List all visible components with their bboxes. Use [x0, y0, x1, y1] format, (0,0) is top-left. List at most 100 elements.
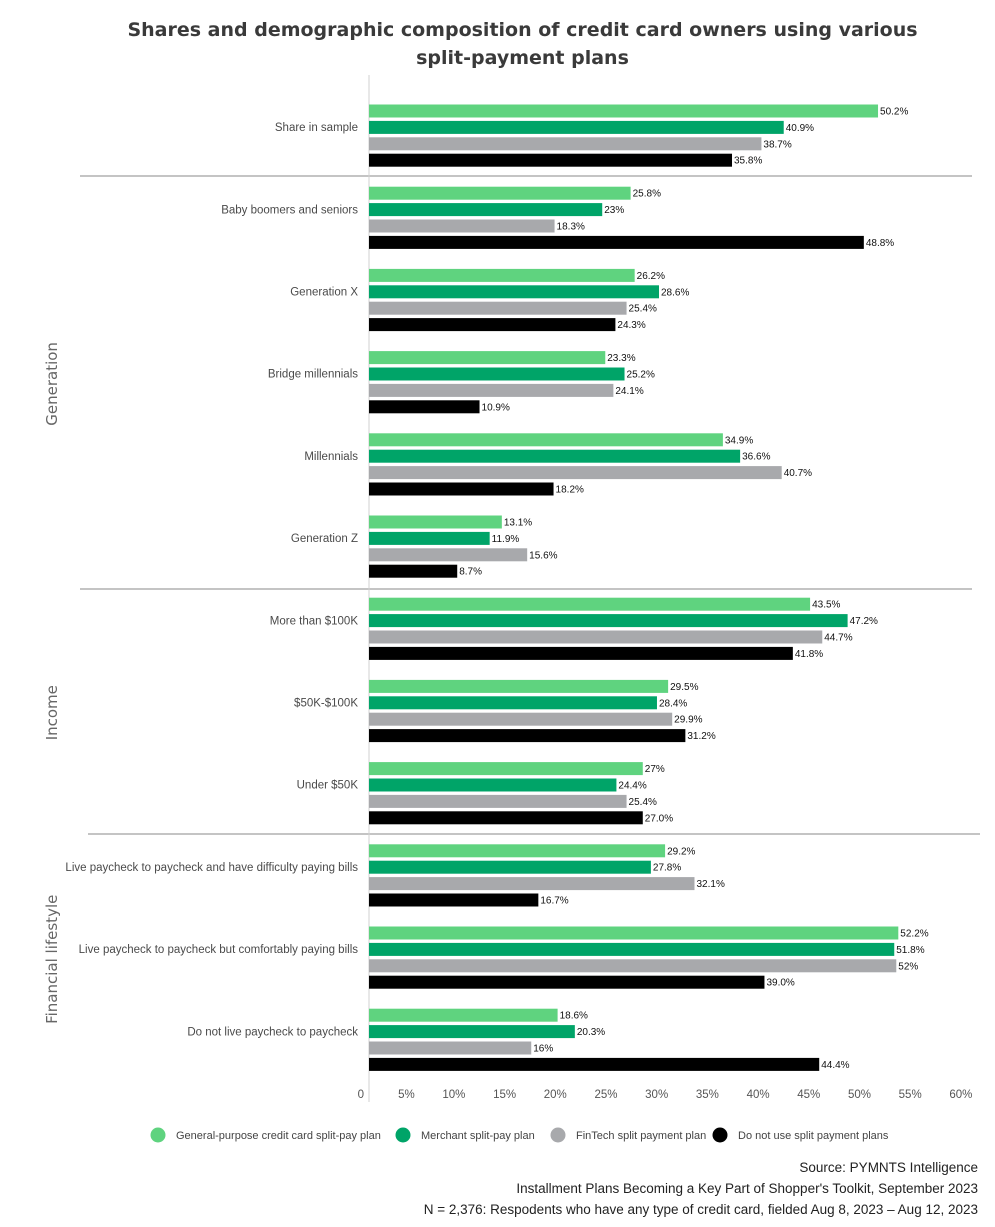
bar: [369, 219, 555, 233]
category-label: Bridge millennials: [268, 369, 358, 381]
data-label: 18.2%: [556, 485, 584, 496]
bar: [369, 877, 695, 891]
category-label: $50K-$100K: [294, 698, 358, 710]
data-label: 48.8%: [866, 238, 894, 249]
bar: [369, 926, 899, 940]
category-labels: Share in sample Baby boomers and seniors G…: [65, 122, 358, 1038]
data-label: 25.4%: [629, 797, 657, 808]
data-label: 29.9%: [674, 715, 702, 726]
chart-title: Shares and demographic composition of cr…: [0, 16, 995, 72]
x-tick-label: 0: [358, 1089, 364, 1101]
data-label: 25.2%: [627, 370, 655, 381]
legend-marker: [712, 1127, 728, 1143]
data-label: 38.7%: [763, 139, 791, 150]
category-label: More than $100K: [270, 615, 359, 627]
bar: [369, 137, 762, 151]
x-tick-label: 30%: [645, 1089, 668, 1101]
bar: [369, 1057, 820, 1071]
bar: [369, 548, 528, 562]
group-labels: Generation Income Financial lifestyle: [43, 342, 61, 1024]
data-label: 39.0%: [766, 978, 794, 989]
bar: [369, 301, 627, 315]
data-label: 31.2%: [687, 731, 715, 742]
bar: [369, 712, 673, 726]
bar: [369, 893, 539, 907]
bar: [369, 153, 733, 167]
bar: [369, 285, 660, 299]
data-label: 18.6%: [560, 1011, 588, 1022]
bar: [369, 811, 643, 825]
x-tick-label: 50%: [848, 1089, 871, 1101]
data-label: 52%: [898, 961, 918, 972]
x-axis-ticks: 0 5% 10% 15% 20% 25% 30% 35% 40% 45% 50% 55% 60%: [358, 1089, 973, 1101]
bar: [369, 120, 784, 134]
data-label: 52.2%: [900, 929, 928, 940]
data-label: 47.2%: [850, 616, 878, 627]
bar: [369, 268, 635, 282]
category-label: Do not live paycheck to paycheck: [187, 1026, 358, 1038]
category-label: Share in sample: [275, 122, 358, 134]
bar: [369, 104, 879, 118]
data-label: 25.4%: [629, 304, 657, 315]
bar: [369, 449, 741, 463]
data-label: 36.6%: [742, 452, 770, 463]
legend-marker: [550, 1127, 566, 1143]
bar: [369, 433, 723, 447]
data-label: 15.6%: [529, 550, 557, 561]
data-label: 28.6%: [661, 287, 689, 298]
bar: [369, 367, 625, 381]
x-tick-label: 10%: [442, 1089, 465, 1101]
bar: [369, 400, 480, 414]
data-label: 32.1%: [696, 879, 724, 890]
bar: [369, 1041, 532, 1055]
x-tick-label: 60%: [949, 1089, 972, 1101]
bar: [369, 630, 823, 644]
data-label: 29.2%: [667, 846, 695, 857]
data-label: 27.0%: [645, 813, 673, 824]
data-label: 43.5%: [812, 600, 840, 611]
x-tick-label: 45%: [797, 1089, 820, 1101]
data-label: 40.7%: [784, 468, 812, 479]
bar: [369, 597, 811, 611]
group-label: Income: [43, 685, 61, 740]
data-label: 27%: [645, 764, 665, 775]
x-tick-label: 35%: [696, 1089, 719, 1101]
x-tick-label: 55%: [899, 1089, 922, 1101]
legend-marker: [395, 1127, 411, 1143]
data-label: 16.7%: [540, 896, 568, 907]
data-label: 24.3%: [617, 320, 645, 331]
sample-note: N = 2,376: Respodents who have any type …: [423, 1202, 978, 1217]
bar: [369, 235, 864, 249]
data-label: 25.8%: [633, 189, 661, 200]
bar: [369, 186, 631, 200]
bar: [369, 614, 848, 628]
data-label: 20.3%: [577, 1027, 605, 1038]
category-label: Live paycheck to paycheck but comfortabl…: [79, 944, 359, 956]
bar: [369, 860, 651, 874]
bar: [369, 515, 502, 529]
category-label: Generation Z: [291, 533, 358, 545]
bar: [369, 975, 765, 989]
legend-label: Merchant split-pay plan: [421, 1130, 535, 1142]
legend-label: General-purpose credit card split-pay pl…: [176, 1130, 381, 1142]
bar: [369, 679, 669, 693]
x-tick-label: 5%: [398, 1089, 415, 1101]
data-label: 24.4%: [618, 781, 646, 792]
group-label: Generation: [43, 342, 61, 426]
data-label: 10.9%: [482, 402, 510, 413]
bar: [369, 762, 643, 776]
data-label: 23%: [604, 205, 624, 216]
chart-title-line-1: Shares and demographic composition of cr…: [127, 19, 918, 41]
category-label: Millennials: [304, 451, 358, 463]
bar: [369, 383, 614, 397]
x-tick-label: 15%: [493, 1089, 516, 1101]
bar: [369, 646, 793, 660]
legend: General-purpose credit card split-pay pl…: [150, 1127, 889, 1143]
bar: [369, 844, 666, 858]
data-label: 50.2%: [880, 107, 908, 118]
data-label: 18.3%: [557, 222, 585, 233]
data-label: 8.7%: [459, 567, 482, 578]
bar: [369, 564, 458, 578]
bar: [369, 482, 554, 496]
data-label: 13.1%: [504, 518, 532, 529]
